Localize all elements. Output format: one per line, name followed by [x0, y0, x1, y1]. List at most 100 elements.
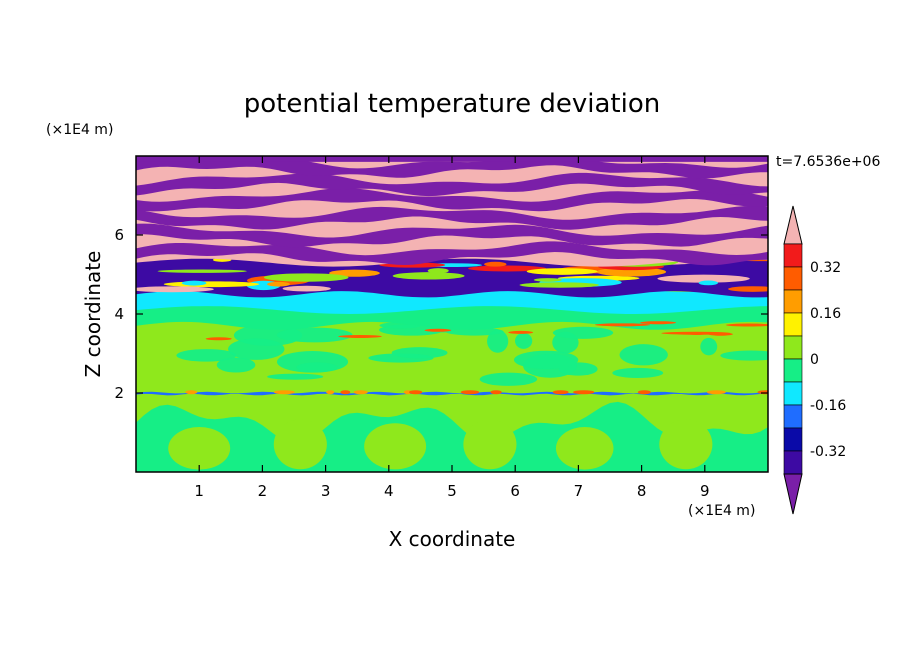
field-interface-spot	[552, 390, 569, 395]
field-patch	[514, 332, 533, 349]
field-mix-streak	[526, 268, 598, 275]
field-patch	[391, 347, 448, 359]
colorbar-tick-label: 0	[810, 352, 819, 368]
x-tick-label: 3	[321, 482, 331, 500]
field-cell	[555, 426, 614, 470]
colorbar-swatch	[783, 358, 803, 383]
colorbar-tick-label: -0.32	[810, 444, 846, 460]
field-interface-spot	[353, 390, 368, 395]
x-tick-label: 9	[700, 482, 710, 500]
y-axis-ticks: 2 4 6	[114, 226, 768, 402]
colorbar-top-arrow	[783, 205, 803, 245]
field-stripe	[136, 223, 768, 248]
colorbar-bottom-arrow	[783, 473, 803, 515]
field-mix-streak	[267, 281, 290, 287]
field-patch	[700, 337, 718, 356]
colorbar-tick-label: 0.16	[810, 306, 841, 322]
field-streak	[595, 323, 651, 327]
field-stripe	[136, 241, 768, 266]
y-tick-label: 2	[114, 384, 124, 402]
field-mix-streak	[181, 280, 207, 286]
field-patch	[513, 350, 579, 370]
field-interface-spot	[340, 390, 351, 395]
field-patch	[720, 350, 768, 361]
field-streak	[424, 328, 452, 332]
colorbar-swatch	[783, 243, 803, 268]
field-interface-spot	[490, 390, 502, 395]
colorbar-swatch	[783, 335, 803, 360]
colorbar-swatch	[783, 289, 803, 314]
field-stripe	[136, 188, 768, 212]
colorbar-tick-label: 0.32	[810, 260, 841, 276]
x-tick-label: 2	[258, 482, 268, 500]
x-axis-unit: (×1E4 m)	[688, 503, 755, 519]
field-interface	[136, 391, 768, 396]
field-interface-spot	[757, 390, 768, 395]
field-interface-spot	[706, 390, 726, 395]
field-cell	[463, 419, 517, 470]
field-patch	[552, 326, 614, 339]
field-stripe	[136, 172, 768, 197]
field-patch	[619, 344, 668, 366]
field-patch	[612, 367, 664, 379]
colorbar-swatch	[783, 381, 803, 406]
colorbar-tick-label: -0.16	[810, 398, 846, 414]
field-patch	[296, 362, 338, 373]
field-patch	[487, 329, 509, 353]
field-mix-streak	[698, 280, 719, 286]
field-mix-streak	[533, 278, 562, 282]
contour-field	[136, 156, 768, 472]
x-tick-label: 4	[384, 482, 394, 500]
field-interface-spot	[409, 390, 423, 395]
x-tick-label: 7	[574, 482, 584, 500]
y-axis-unit: (×1E4 m)	[46, 122, 113, 138]
field-interface-spot	[185, 390, 198, 395]
field-patch	[228, 338, 285, 360]
field-cell	[273, 419, 327, 470]
field-streak	[205, 337, 232, 341]
field-streak	[640, 321, 677, 325]
field-interface-spot	[273, 390, 295, 395]
chart-title: potential temperature deviation	[244, 89, 660, 119]
y-axis-label: Z coordinate	[81, 251, 105, 378]
field-stripe	[136, 205, 768, 230]
field-mix-streak	[163, 281, 260, 288]
field-streak	[338, 334, 382, 338]
field-cell	[168, 426, 231, 470]
field-interface-spot	[460, 390, 480, 395]
field-streak	[725, 323, 768, 327]
field-mix-streak	[157, 269, 247, 273]
field-cell	[659, 419, 713, 470]
field-patch	[276, 327, 353, 343]
colorbar-swatch	[783, 427, 803, 452]
field-interface-spot	[573, 390, 595, 395]
field-streak	[508, 330, 534, 334]
field-interface-spot	[403, 390, 412, 395]
colorbar: 0.32 0.16 0 -0.16 -0.32	[783, 205, 846, 515]
x-tick-label: 6	[510, 482, 520, 500]
field-mix-streak	[427, 268, 449, 274]
field-mix-streak	[136, 286, 214, 293]
x-axis-label: X coordinate	[389, 527, 516, 551]
field-mix-streak	[519, 282, 600, 288]
field-mix-streak	[282, 285, 331, 292]
field-mix-streak	[468, 265, 547, 272]
colorbar-swatch	[783, 404, 803, 429]
field-patch	[216, 357, 256, 373]
x-tick-label: 8	[637, 482, 647, 500]
y-tick-label: 4	[114, 305, 124, 323]
x-tick-label: 5	[447, 482, 457, 500]
field-mix-streak	[392, 272, 465, 280]
x-tick-label: 1	[194, 482, 204, 500]
field-mix-streak	[657, 274, 750, 283]
field-patch	[267, 373, 324, 380]
colorbar-swatch	[783, 266, 803, 291]
field-interface-spot	[637, 390, 651, 395]
colorbar-swatch	[783, 450, 803, 475]
field-patch	[479, 372, 538, 386]
field-interface-spot	[326, 390, 335, 395]
y-tick-label: 6	[114, 226, 124, 244]
field-mix-streak	[728, 286, 768, 292]
field-patch	[176, 349, 237, 362]
